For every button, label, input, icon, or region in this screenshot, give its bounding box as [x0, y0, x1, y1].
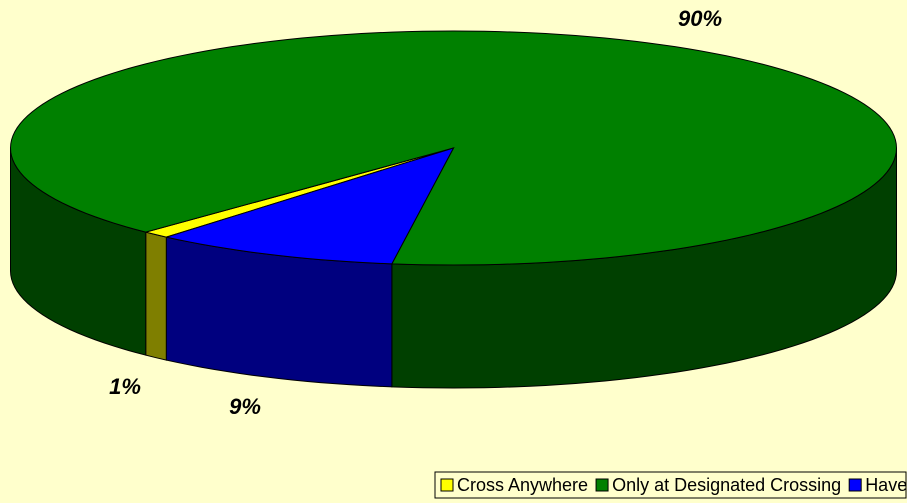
value-label: 9%: [229, 394, 261, 419]
value-label: 90%: [678, 6, 722, 31]
legend-swatch: [595, 478, 609, 492]
value-labels: 1% 90% 9%: [109, 6, 722, 419]
legend-label: Only at Designated Crossing: [612, 475, 841, 495]
pie-tops: [9, 30, 898, 266]
pie-sides: [10, 147, 897, 389]
legend: Cross Anywhere Only at Designated Crossin…: [440, 475, 907, 495]
legend-label: Cross Anywhere: [457, 475, 588, 495]
legend-swatch: [440, 478, 454, 492]
legend-label: Haven't Heard of N2: [865, 475, 907, 495]
pie-slice: [164, 147, 455, 265]
legend-box: [434, 471, 907, 499]
value-label: 1%: [109, 374, 141, 399]
legend-swatch: [848, 478, 862, 492]
pie-side: [145, 231, 167, 361]
